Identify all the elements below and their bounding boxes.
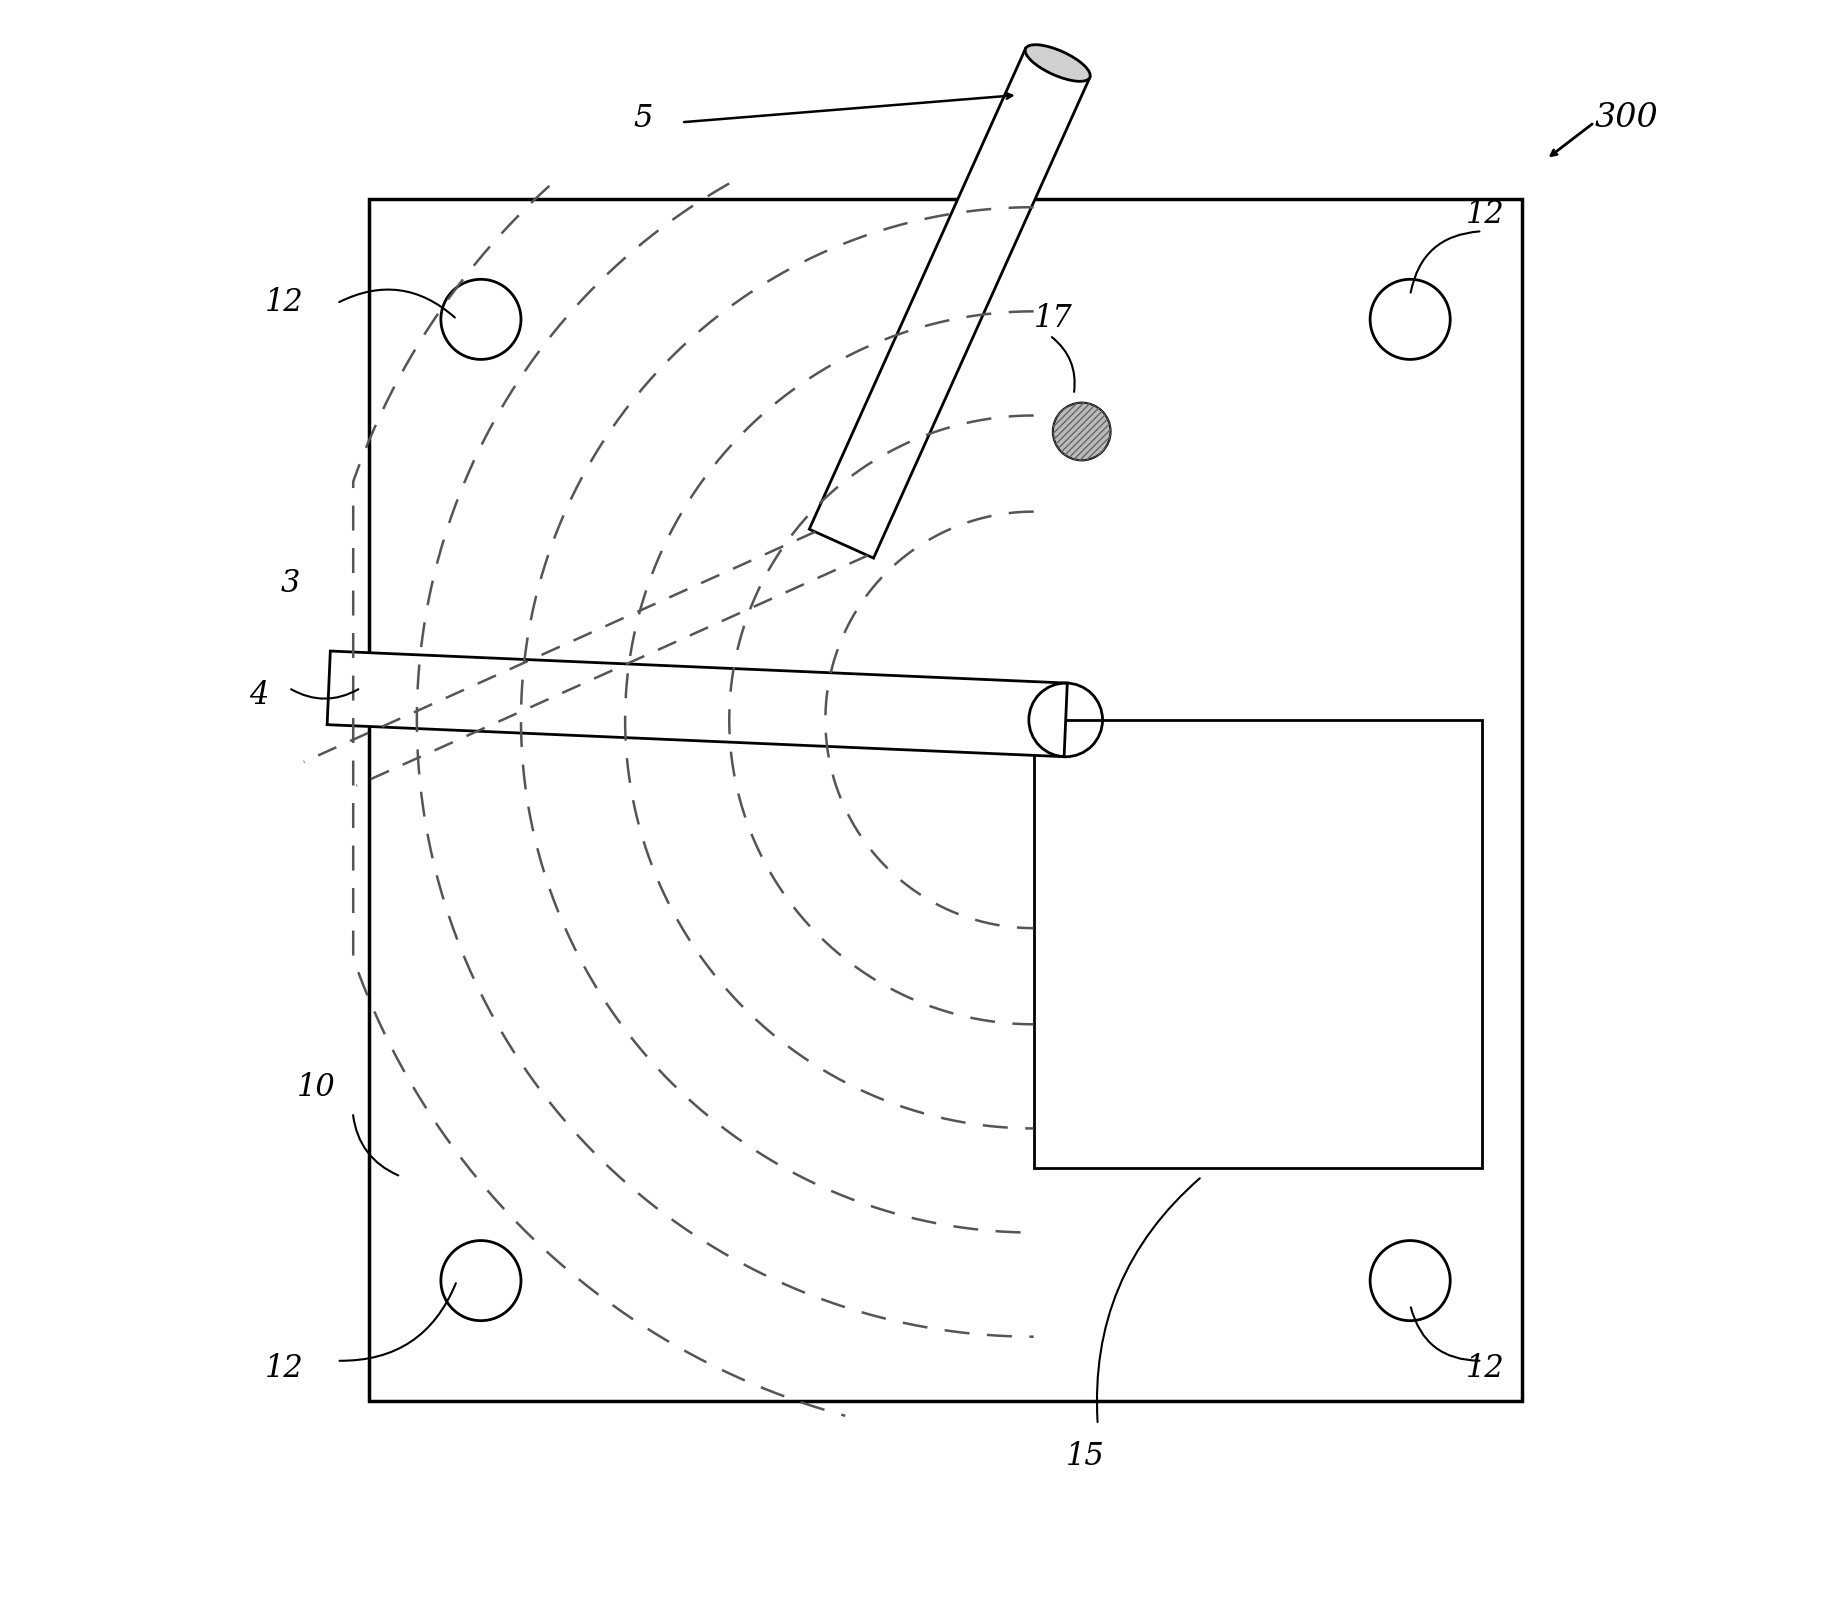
Text: 12: 12 [265, 288, 303, 318]
Polygon shape [1034, 719, 1482, 1168]
Text: 4: 4 [248, 680, 269, 711]
Circle shape [1052, 402, 1111, 461]
Text: 15: 15 [1065, 1441, 1105, 1472]
Text: 3: 3 [281, 567, 300, 598]
Text: 10: 10 [296, 1073, 336, 1104]
Ellipse shape [1025, 45, 1091, 81]
Text: 12: 12 [265, 1353, 303, 1383]
Text: 17: 17 [1034, 304, 1072, 335]
Text: 300: 300 [1595, 102, 1659, 134]
Polygon shape [327, 651, 1067, 756]
Text: 12: 12 [1467, 199, 1505, 229]
Text: 5: 5 [634, 103, 652, 134]
Polygon shape [809, 48, 1091, 558]
Text: 12: 12 [1467, 1353, 1505, 1383]
